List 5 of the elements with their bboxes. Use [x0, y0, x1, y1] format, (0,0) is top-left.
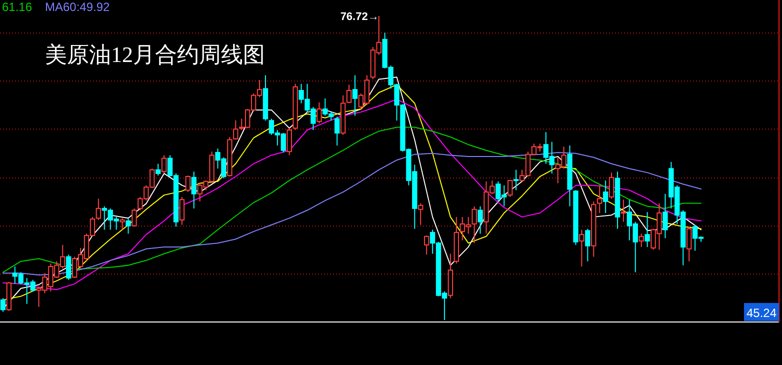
annotation: 76.72→ — [340, 11, 379, 23]
annotation: MA60:49.92 — [45, 0, 110, 14]
annotation: 61.16 — [2, 0, 32, 14]
title: 美原油12月合约周线图 — [45, 42, 265, 67]
annotation: 45.24 — [744, 303, 779, 321]
